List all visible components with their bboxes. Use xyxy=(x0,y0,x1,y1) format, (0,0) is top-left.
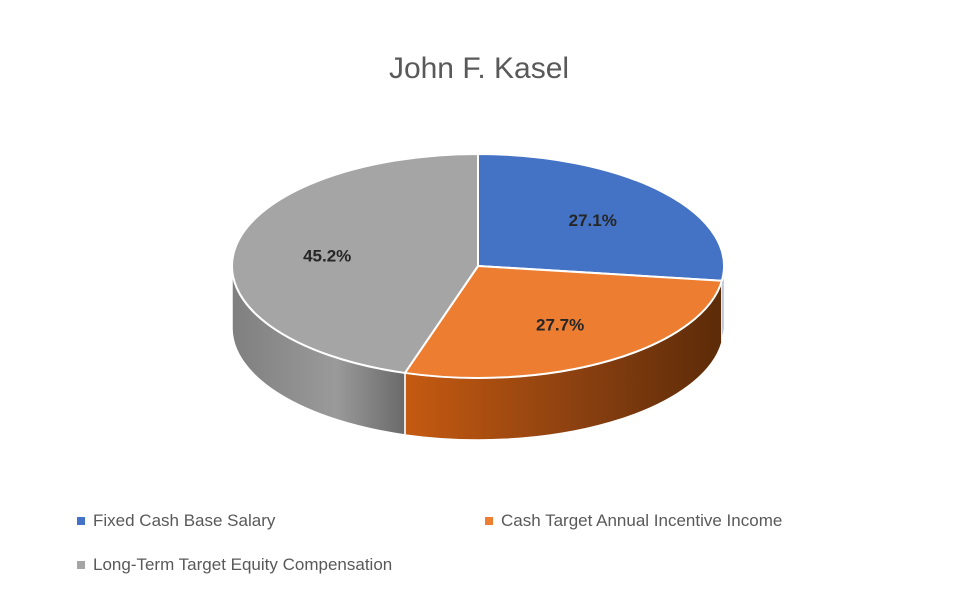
data-label-0: 27.1% xyxy=(569,211,617,230)
pie-data-labels: 27.1% 27.7% 45.2% xyxy=(303,211,617,334)
pie-top-faces xyxy=(231,152,725,379)
data-label-1: 27.7% xyxy=(536,316,584,335)
pie-slice-1 xyxy=(403,264,724,379)
data-label-2: 45.2% xyxy=(303,247,351,266)
pie-slice-0 xyxy=(477,152,725,282)
chart-title: John F. Kasel xyxy=(388,52,570,85)
pie-slice-2 xyxy=(231,152,479,375)
